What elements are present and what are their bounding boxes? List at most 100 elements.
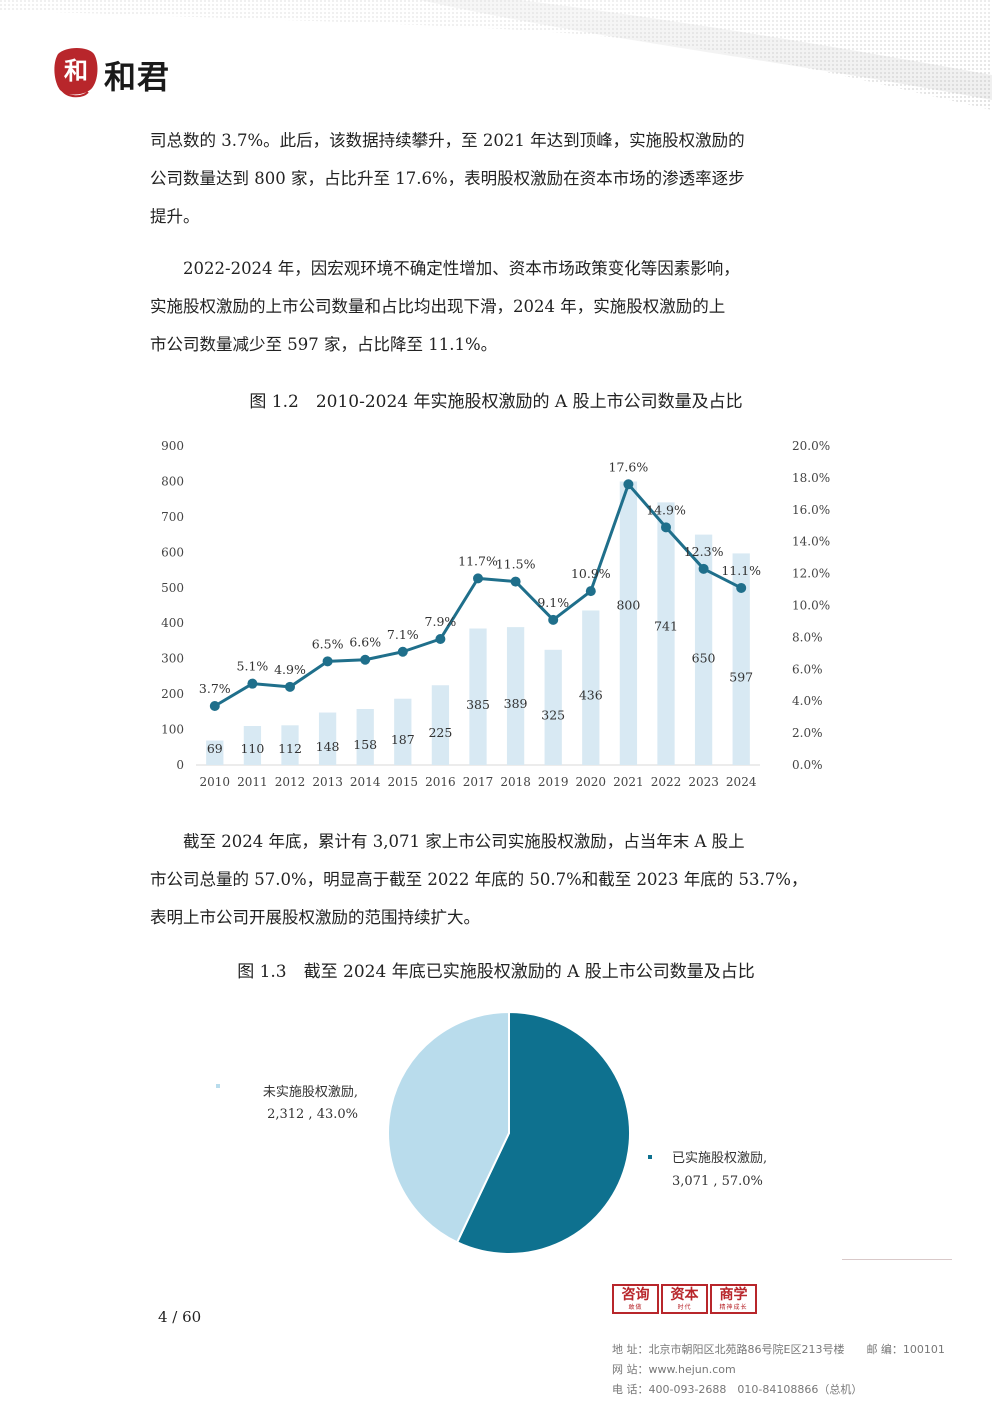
bar-value-label: 385: [466, 697, 490, 712]
line-point: [510, 576, 521, 587]
pie-label: 未实施股权激励,: [263, 1084, 358, 1100]
line-value-label: 5.1%: [237, 659, 269, 674]
line-point: [435, 633, 446, 644]
bar-value-label: 187: [391, 732, 415, 747]
line-point: [285, 681, 295, 692]
text-line: 司总数的 3.7%。此后，该数据持续攀升，至 2021 年达到顶峰，实施股权激励…: [150, 131, 745, 150]
figure-2-caption: 图 1.3 截至 2024 年底已实施股权激励的 A 股上市公司数量及占比: [237, 962, 755, 982]
stamp-sub: 精神成长: [719, 1304, 748, 1311]
bar: [506, 627, 525, 765]
y-left-tick-label: 600: [161, 545, 184, 559]
y-right-tick-label: 10.0%: [792, 599, 830, 613]
pie-label: 已实施股权激励,: [672, 1150, 767, 1166]
bar-value-label: 69: [207, 741, 223, 756]
pie-value-label: 2,312 , 43.0%: [267, 1107, 358, 1122]
y-right-tick-label: 12.0%: [792, 567, 830, 581]
bar: [544, 649, 562, 765]
line-point: [209, 700, 220, 711]
line-value-label: 9.1%: [537, 595, 569, 610]
bar: [394, 698, 412, 765]
bar: [619, 481, 638, 765]
bar: [657, 502, 675, 765]
y-left-tick-label: 900: [161, 439, 184, 453]
paragraph-2: 2022-2024 年，因宏观环境不确定性增加、资本市场政策变化等因素影响， 实…: [150, 250, 850, 364]
bar-value-label: 225: [428, 725, 452, 740]
bar-value-label: 148: [316, 739, 340, 754]
paragraph-1: 司总数的 3.7%。此后，该数据持续攀升，至 2021 年达到顶峰，实施股权激励…: [150, 122, 850, 236]
y-left-tick-label: 0: [176, 758, 184, 772]
bar-value-label: 741: [654, 618, 678, 633]
bar-value-label: 650: [692, 651, 716, 666]
text-line: 市公司总量的 57.0%，明显高于截至 2022 年底的 50.7%和截至 20…: [150, 870, 808, 889]
x-tick-label: 2013: [312, 775, 343, 789]
text-line: 2022-2024 年，因宏观环境不确定性增加、资本市场政策变化等因素影响，: [150, 259, 740, 278]
bar-value-label: 110: [240, 741, 264, 756]
x-tick-label: 2024: [726, 775, 757, 789]
line-point: [698, 563, 709, 574]
bar-value-label: 325: [541, 707, 565, 722]
line-point: [473, 573, 483, 584]
bar-value-label: 158: [353, 737, 377, 752]
line-value-label: 3.7%: [199, 681, 231, 696]
x-tick-label: 2016: [425, 775, 456, 789]
header-pattern: [0, 0, 992, 120]
footer-website: 网 站：www.hejun.com: [612, 1363, 736, 1376]
line-value-label: 4.9%: [274, 662, 306, 677]
y-left-tick-label: 500: [161, 581, 184, 595]
x-tick-label: 2015: [388, 775, 419, 789]
x-tick-label: 2022: [651, 775, 682, 789]
x-tick-label: 2011: [237, 775, 268, 789]
y-left-tick-label: 300: [161, 652, 184, 666]
line-value-label: 14.9%: [646, 502, 686, 517]
figure-1-caption: 图 1.2 2010-2024 年实施股权激励的 A 股上市公司数量及占比: [249, 392, 743, 412]
x-tick-label: 2019: [538, 775, 569, 789]
x-tick-label: 2018: [500, 775, 531, 789]
text-line: 公司数量达到 800 家，占比升至 17.6%，表明股权激励在资本市场的渗透率逐…: [150, 169, 745, 188]
line-value-label: 7.9%: [425, 614, 457, 629]
line-value-label: 11.1%: [721, 563, 761, 578]
line-point: [322, 656, 333, 667]
pie-slice: [455, 1010, 631, 1255]
line-value-label: 11.5%: [496, 557, 536, 572]
bar: [281, 725, 299, 765]
bar: [732, 553, 750, 765]
line-value-label: 11.7%: [458, 553, 498, 568]
line-value-label: 17.6%: [609, 459, 649, 474]
legend-marker: [648, 1155, 652, 1159]
pie-slice: [387, 1010, 510, 1244]
y-left-tick-label: 800: [161, 474, 184, 488]
stamp-capital: 资本 时代: [661, 1284, 708, 1314]
y-right-tick-label: 0.0%: [792, 758, 823, 772]
footer-stamps: 咨询 敢做 资本 时代 商学 精神成长: [612, 1284, 757, 1314]
bar-value-label: 389: [504, 696, 528, 711]
line-point: [548, 614, 559, 625]
x-tick-label: 2020: [576, 775, 607, 789]
x-tick-label: 2023: [688, 775, 719, 789]
y-right-tick-label: 16.0%: [792, 503, 830, 517]
logo-text: 和君: [104, 58, 171, 96]
bar: [243, 726, 262, 765]
x-tick-label: 2021: [613, 775, 644, 789]
y-right-tick-label: 6.0%: [792, 662, 823, 676]
text-line: 提升。: [150, 207, 200, 226]
pie-value-label: 3,071 , 57.0%: [672, 1174, 763, 1189]
stamp-main: 咨询: [621, 1287, 650, 1303]
line-value-label: 12.3%: [684, 544, 724, 559]
line-point: [397, 646, 408, 657]
logo-seal-icon: 和: [52, 44, 100, 100]
y-right-tick-label: 8.0%: [792, 630, 823, 644]
y-left-tick-label: 400: [161, 616, 184, 630]
bar: [431, 685, 450, 765]
y-right-tick-label: 20.0%: [792, 439, 830, 453]
y-left-tick-label: 200: [161, 687, 184, 701]
paragraph-3: 截至 2024 年底，累计有 3,071 家上市公司实施股权激励，占当年末 A …: [150, 823, 850, 937]
legend-marker: [216, 1084, 220, 1088]
stamp-sub: 敢做: [628, 1304, 643, 1311]
y-right-tick-label: 2.0%: [792, 726, 823, 740]
footer-divider: [842, 1259, 952, 1260]
stamp-main: 资本: [670, 1287, 699, 1303]
x-tick-label: 2014: [350, 775, 381, 789]
line-point: [585, 586, 596, 597]
line-value-label: 6.5%: [312, 636, 344, 651]
line-point: [736, 582, 747, 593]
